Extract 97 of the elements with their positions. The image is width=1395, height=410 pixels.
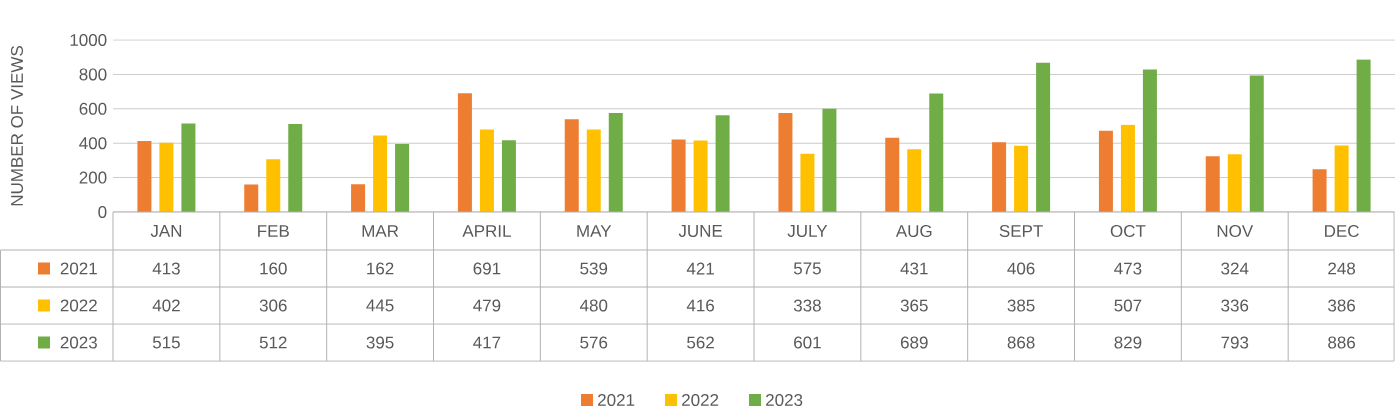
data-label: 829 <box>1114 336 1142 349</box>
y-tick-label: 1000 <box>70 33 107 47</box>
bar <box>1014 145 1029 212</box>
y-tick-label: 800 <box>79 68 107 81</box>
data-label: 431 <box>900 262 928 275</box>
data-label: 306 <box>259 299 287 312</box>
y-tick-label: 400 <box>79 137 107 150</box>
bar <box>288 123 303 212</box>
data-label: 385 <box>1007 299 1035 312</box>
data-label: 689 <box>900 336 928 349</box>
data-label: 417 <box>473 336 501 349</box>
bar <box>181 123 196 212</box>
data-label: 421 <box>686 262 714 275</box>
legend-label: 2023 <box>60 336 97 349</box>
bar <box>479 129 494 212</box>
bar <box>564 119 579 212</box>
data-label: 473 <box>1114 262 1142 275</box>
x-tick-label: FEB <box>258 225 289 237</box>
x-tick-label: JAN <box>150 225 182 237</box>
data-label: 416 <box>686 299 715 312</box>
data-label: 248 <box>1328 262 1356 275</box>
data-label: 402 <box>152 299 180 312</box>
legend-label: 2022 <box>60 299 97 312</box>
x-tick-label: DEC <box>1325 224 1359 238</box>
y-axis-title: NUMBER OF VIEWS <box>10 46 24 206</box>
bar <box>373 135 388 212</box>
legend-label: 2021 <box>60 262 97 275</box>
bar <box>608 112 623 212</box>
bar <box>1312 169 1327 212</box>
bar <box>693 140 708 212</box>
x-tick-label: NOV <box>1217 224 1254 238</box>
x-tick-label: AUG <box>895 224 932 238</box>
bar <box>1334 145 1349 212</box>
data-label: 515 <box>152 336 180 349</box>
bar <box>351 184 366 212</box>
data-label: 868 <box>1007 336 1035 349</box>
bar <box>800 153 815 212</box>
y-tick-label: 200 <box>79 171 107 184</box>
bar <box>907 149 922 212</box>
data-label: 886 <box>1328 336 1356 349</box>
bar <box>778 113 793 212</box>
bar <box>586 129 601 212</box>
bar <box>992 142 1007 212</box>
bar <box>1205 156 1220 212</box>
x-tick-label: JUNE <box>678 225 723 237</box>
x-tick-label: SEPT <box>999 224 1043 238</box>
bar <box>671 139 686 212</box>
data-label: 576 <box>580 336 608 349</box>
data-label: 512 <box>259 336 287 349</box>
data-label: 479 <box>473 299 501 312</box>
data-label: 539 <box>580 262 608 275</box>
bar <box>929 93 944 212</box>
bar <box>1142 69 1157 212</box>
bar <box>501 140 516 212</box>
data-label: 575 <box>793 262 821 275</box>
data-label: 386 <box>1328 299 1356 312</box>
data-label: 162 <box>367 262 394 275</box>
y-tick-label: 0 <box>98 205 107 219</box>
bar <box>159 142 174 212</box>
data-label: 507 <box>1114 299 1142 312</box>
bar <box>1120 124 1135 212</box>
data-label: 324 <box>1221 262 1249 275</box>
data-label: 445 <box>366 299 394 312</box>
bar <box>1098 130 1113 212</box>
data-label: 562 <box>687 336 714 349</box>
data-label: 793 <box>1221 336 1249 349</box>
text: 2023 <box>766 393 803 407</box>
data-label: 338 <box>793 299 821 312</box>
x-tick-label: MAY <box>577 225 612 237</box>
y-tick-label: 600 <box>79 102 107 115</box>
bar <box>137 140 152 212</box>
data-label: 336 <box>1221 299 1249 312</box>
bar <box>1249 75 1264 212</box>
bar <box>395 144 410 212</box>
data-label: 395 <box>366 336 394 349</box>
data-label: 480 <box>579 299 608 312</box>
data-label: 365 <box>900 299 928 312</box>
bar <box>244 184 259 212</box>
x-tick-label: OCT <box>1110 224 1146 238</box>
bar <box>1036 62 1051 212</box>
x-tick-label: APRIL <box>462 225 511 237</box>
bar <box>1356 59 1371 212</box>
x-tick-label: MAR <box>362 225 399 237</box>
data-label: 691 <box>473 262 501 275</box>
text: 2021 <box>598 393 635 407</box>
data-label: 406 <box>1007 262 1035 275</box>
bar <box>457 93 472 212</box>
bar <box>822 108 837 212</box>
x-tick-label: JULY <box>787 225 828 237</box>
bar <box>266 159 281 212</box>
data-label: 160 <box>260 262 287 275</box>
bar <box>885 137 900 212</box>
text: 2022 <box>682 393 719 407</box>
data-label: 601 <box>794 336 821 349</box>
bar <box>715 115 730 212</box>
bar <box>1227 154 1242 212</box>
data-label: 413 <box>152 262 180 275</box>
